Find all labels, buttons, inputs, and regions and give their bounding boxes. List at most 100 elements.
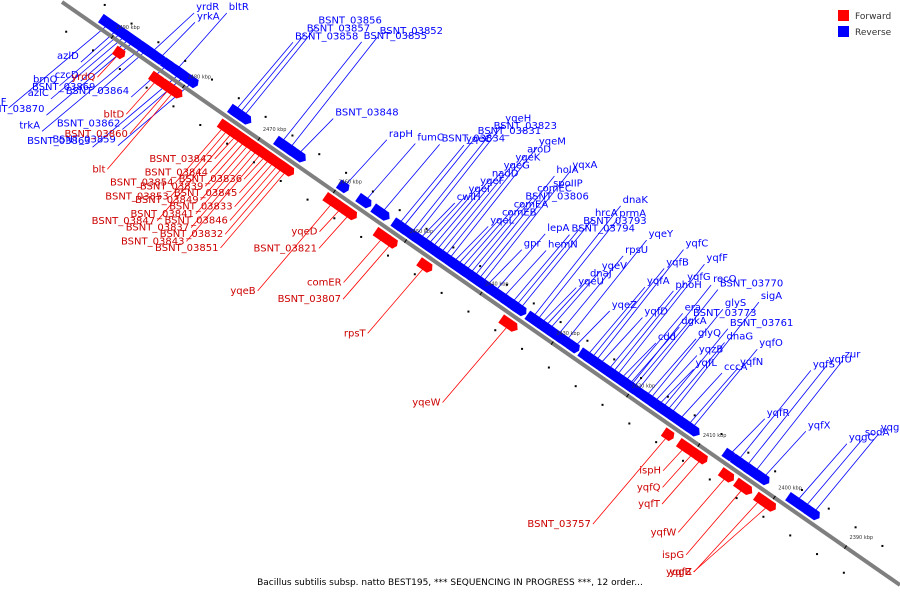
legend-forward-swatch [838, 10, 849, 21]
gene-label-brnQ: brnQ [33, 75, 58, 86]
gene-label-recO: recO [713, 274, 737, 285]
gene-label-yqeY: yqeY [649, 229, 674, 240]
gene-label-yqeK: yqeK [515, 152, 540, 163]
gene-label-aroD: aroD [527, 145, 551, 156]
gene-label-BSNT_03794: BSNT_03794 [572, 224, 635, 235]
gene-label-yqfW: yqfW [651, 527, 677, 538]
leader-yqfN [686, 367, 739, 427]
gene-label-yqeC: yqeC [466, 134, 491, 145]
leader-yqgB [693, 504, 770, 573]
gene-label-prmA: prmA [619, 209, 646, 220]
scale-tick [550, 341, 554, 345]
leader-era [624, 313, 683, 383]
leader-cwlH [418, 202, 456, 240]
gene-label-ispG: ispG [662, 550, 684, 561]
gene-label-glyQ: glyQ [698, 328, 721, 339]
caption: Bacillus subtilis subsp. natto BEST195, … [257, 578, 643, 588]
leader-yqfG [611, 282, 686, 374]
gene-block-BSNT_03848 [286, 145, 306, 163]
leader-blt [107, 90, 175, 170]
leader-yqfU [745, 365, 828, 468]
leader-yqfL [657, 368, 694, 406]
scale-tick [843, 545, 848, 550]
track-marker [172, 105, 175, 108]
leader-yqfT [661, 458, 703, 505]
leader-dnaJ [544, 279, 589, 328]
leader-BSNT_03853 [170, 128, 229, 197]
gene-block-BSNT_03851 [277, 161, 295, 177]
gene-label-BSNT_03860: BSNT_03860 [64, 129, 127, 140]
gene-label-yqeD: yqeD [291, 227, 317, 238]
leader-BSNT_03770 [636, 289, 719, 392]
gene-label-BSNT_03841: BSNT_03841 [130, 209, 193, 220]
gene-label-BSNT_03856: BSNT_03856 [318, 15, 381, 26]
scale-tick-label: 2410 kbp [703, 433, 727, 439]
track-marker [252, 161, 255, 164]
gene-label-cdd: cdd [658, 332, 676, 343]
gene-label-dgkA: dgkA [681, 316, 706, 327]
gene-block-bltD [148, 70, 165, 87]
leader-aroD [443, 155, 526, 258]
gene-label-BSNT_03834: BSNT_03834 [442, 133, 505, 144]
leader-yqeG [435, 171, 502, 252]
leader-yqeK [439, 163, 514, 255]
track-marker [708, 478, 711, 481]
track-marker [640, 377, 643, 380]
leader-azlC [50, 35, 127, 100]
track-marker [226, 142, 229, 145]
gene-label-cwlH: cwlH [457, 192, 481, 203]
leader-sodA [804, 438, 864, 508]
leader-prmA [536, 219, 618, 322]
leader-recO [629, 284, 712, 387]
leader-BSNT_03833 [234, 160, 276, 207]
gene-label-yqfS: yqfS [813, 359, 835, 370]
gene-label-blt: blt [92, 164, 105, 175]
gene-label-phoH: phoH [675, 280, 701, 291]
gene-label-spoIIP: spoIIP [553, 179, 583, 190]
leader-BSNT_03821 [318, 213, 351, 249]
leader-BSNT_03858 [234, 42, 294, 112]
gene-label-BSNT_03806: BSNT_03806 [525, 192, 588, 203]
gene-label-yqeL: yqeL [490, 215, 514, 226]
gene-label-BSNT_03831: BSNT_03831 [478, 126, 541, 137]
gene-label-yqeF: yqeF [480, 176, 504, 187]
leader-cccA [678, 372, 723, 421]
gene-label-yqfD: yqfD [644, 307, 668, 318]
gene-label-yqeW: yqeW [412, 397, 440, 408]
gene-label-ispH: ispH [639, 466, 661, 477]
track-marker [800, 488, 803, 491]
gene-label-comEC: comEC [537, 184, 572, 195]
gene-label-yqeG: yqeG [504, 160, 530, 171]
track-marker [333, 217, 336, 220]
scale-tick-label: 2420 kbp [632, 384, 656, 390]
track-marker [494, 329, 497, 332]
scale-tick-label: 2430 kbp [556, 331, 580, 337]
gene-label-BSNT_03854: BSNT_03854 [110, 178, 173, 189]
gene-label-BSNT_03863: BSNT_03863 [27, 136, 90, 147]
leader-gpr [485, 249, 523, 287]
leader-BSNT_03851 [220, 169, 288, 249]
gene-label-BSNT_03844: BSNT_03844 [145, 168, 208, 179]
gene-label-BSNT_03848: BSNT_03848 [335, 108, 398, 119]
gene-label-BSNT_03852: BSNT_03852 [380, 26, 443, 37]
leader-yqfZ [693, 498, 762, 573]
gene-label-yqfB: yqfB [666, 257, 689, 268]
leader-BSNT_03832 [224, 166, 284, 235]
gene-label-sodA: sodA [865, 428, 890, 439]
track-marker [827, 507, 830, 510]
gene-label-yqgB: yqgB [666, 567, 692, 578]
gene-label-yqeH: yqeH [505, 113, 531, 124]
leader-rapH [343, 139, 388, 188]
track-marker [574, 385, 577, 388]
leader-trkA [41, 46, 143, 132]
track-marker [103, 3, 106, 6]
scale-tick [772, 495, 776, 500]
track-marker [735, 497, 738, 500]
track-marker [586, 339, 589, 342]
scale-tick [479, 291, 483, 296]
scale-tick [257, 137, 261, 141]
gene-label-BSNT_03821: BSNT_03821 [254, 243, 317, 254]
leader-yqfO [691, 348, 758, 430]
